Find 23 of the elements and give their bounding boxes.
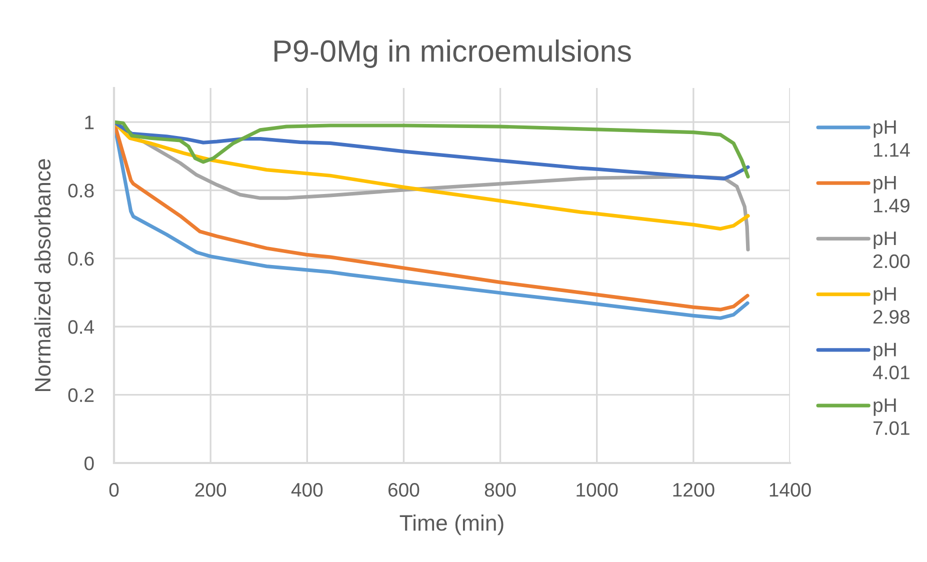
legend-label: pH 1.14 (874, 120, 910, 157)
x-tick-label: 200 (195, 482, 226, 497)
legend-label: pH 1.49 (874, 176, 910, 212)
x-tick-label: 1000 (576, 482, 618, 497)
y-axis-title: Normalized absorbance (34, 159, 51, 392)
x-axis-title: Time (min) (400, 514, 504, 536)
y-tick-label: 0.8 (68, 184, 94, 198)
x-tick-label: 800 (484, 482, 516, 497)
y-tick-label: 0.6 (68, 252, 94, 266)
y-tick-label: 1 (85, 116, 94, 130)
x-tick-label: 400 (291, 482, 323, 497)
x-tick-label: 0 (109, 482, 119, 497)
legend-label: pH 4.01 (872, 342, 910, 380)
legend-label: pH 2.98 (873, 287, 910, 324)
chart-title: P9-0Mg in microemulsions (274, 39, 631, 68)
legend-label: pH 2.00 (873, 232, 910, 268)
y-tick-label: 0.4 (68, 320, 94, 334)
x-tick-label: 600 (388, 482, 420, 497)
x-tick-label: 1400 (770, 482, 811, 497)
legend-label: pH 7.01 (874, 398, 910, 435)
y-tick-label: 0.2 (68, 388, 94, 402)
y-tick-label: 0 (84, 456, 94, 470)
x-tick-label: 1200 (673, 482, 714, 497)
